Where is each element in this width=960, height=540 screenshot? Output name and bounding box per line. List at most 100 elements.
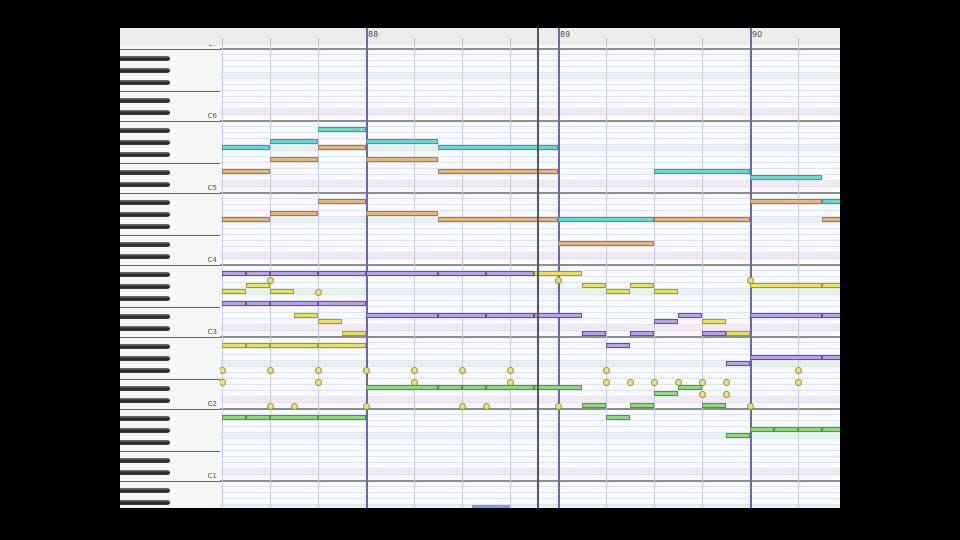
black-key[interactable] — [120, 97, 170, 103]
note-yellow[interactable] — [654, 289, 678, 294]
black-key[interactable] — [120, 253, 170, 259]
note-yellow[interactable] — [726, 331, 750, 336]
note-purple[interactable] — [606, 343, 630, 348]
note-marker[interactable] — [315, 288, 322, 296]
note-orange[interactable] — [222, 169, 270, 174]
note-purple[interactable] — [366, 313, 438, 318]
note-purple[interactable] — [630, 331, 654, 336]
note-marker[interactable] — [795, 378, 802, 386]
note-orange[interactable] — [558, 241, 654, 246]
note-yellow[interactable] — [582, 283, 606, 288]
note-cyan[interactable] — [438, 145, 558, 150]
note-yellow[interactable] — [318, 343, 366, 348]
black-key[interactable] — [120, 181, 170, 187]
note-marker[interactable] — [747, 276, 754, 284]
black-key[interactable] — [120, 355, 170, 361]
playback-cursor[interactable] — [537, 28, 539, 508]
note-orange[interactable] — [438, 169, 558, 174]
black-key[interactable] — [120, 223, 170, 229]
note-purple[interactable] — [366, 271, 438, 276]
note-purple[interactable] — [486, 271, 534, 276]
note-yellow[interactable] — [222, 343, 246, 348]
note-yellow[interactable] — [294, 313, 318, 318]
note-orange[interactable] — [750, 199, 822, 204]
note-marker[interactable] — [723, 390, 730, 398]
note-purple[interactable] — [822, 313, 840, 318]
note-yellow[interactable] — [246, 283, 270, 288]
note-marker[interactable] — [220, 366, 226, 374]
note-orange[interactable] — [318, 199, 366, 204]
note-yellow[interactable] — [342, 331, 366, 336]
black-key[interactable] — [120, 427, 170, 433]
note-cyan[interactable] — [654, 169, 750, 174]
note-yellow[interactable] — [750, 283, 822, 288]
note-purple[interactable] — [702, 331, 726, 336]
note-purple[interactable] — [582, 331, 606, 336]
note-marker[interactable] — [747, 402, 754, 410]
note-purple[interactable] — [654, 319, 678, 324]
note-cyan[interactable] — [318, 127, 366, 132]
note-cyan[interactable] — [270, 139, 318, 144]
note-green[interactable] — [678, 385, 702, 390]
note-yellow[interactable] — [606, 289, 630, 294]
note-green[interactable] — [582, 403, 606, 408]
note-marker[interactable] — [267, 402, 274, 410]
note-purple[interactable] — [750, 313, 822, 318]
note-purple[interactable] — [438, 313, 486, 318]
note-green[interactable] — [486, 385, 534, 390]
note-purple[interactable] — [438, 271, 486, 276]
note-green[interactable] — [366, 385, 438, 390]
note-marker[interactable] — [363, 402, 370, 410]
note-marker[interactable] — [291, 402, 298, 410]
note-marker[interactable] — [459, 366, 466, 374]
black-key[interactable] — [120, 283, 170, 289]
note-yellow[interactable] — [822, 283, 840, 288]
note-cyan[interactable] — [558, 217, 654, 222]
note-purple[interactable] — [318, 271, 366, 276]
note-marker[interactable] — [603, 366, 610, 374]
note-green[interactable] — [774, 427, 798, 432]
note-cyan[interactable] — [222, 145, 270, 150]
note-cyan[interactable] — [822, 199, 840, 204]
note-marker[interactable] — [267, 366, 274, 374]
note-marker[interactable] — [315, 378, 322, 386]
note-green[interactable] — [630, 403, 654, 408]
black-key[interactable] — [120, 343, 170, 349]
black-key[interactable] — [120, 457, 170, 463]
note-marker[interactable] — [459, 402, 466, 410]
black-key[interactable] — [120, 415, 170, 421]
black-key[interactable] — [120, 199, 170, 205]
black-key[interactable] — [120, 55, 170, 61]
note-purple[interactable] — [222, 301, 246, 306]
note-marker[interactable] — [483, 402, 490, 410]
note-purple[interactable] — [750, 355, 822, 360]
note-green[interactable] — [462, 385, 486, 390]
note-orange[interactable] — [438, 217, 558, 222]
note-orange[interactable] — [822, 217, 840, 222]
note-marker[interactable] — [675, 378, 682, 386]
note-orange[interactable] — [270, 211, 318, 216]
note-marker[interactable] — [699, 390, 706, 398]
note-purple[interactable] — [222, 271, 246, 276]
note-orange[interactable] — [222, 217, 270, 222]
note-purple[interactable] — [822, 355, 840, 360]
black-key[interactable] — [120, 295, 170, 301]
black-key[interactable] — [120, 313, 170, 319]
note-marker[interactable] — [507, 366, 514, 374]
note-purple[interactable] — [678, 313, 702, 318]
black-key[interactable] — [120, 487, 170, 493]
note-yellow[interactable] — [318, 319, 342, 324]
note-yellow[interactable] — [270, 343, 318, 348]
note-purple[interactable] — [246, 271, 270, 276]
black-key[interactable] — [120, 397, 170, 403]
note-green[interactable] — [654, 391, 678, 396]
note-yellow[interactable] — [702, 319, 726, 324]
note-yellow[interactable] — [270, 289, 294, 294]
note-purple[interactable] — [270, 271, 318, 276]
note-purple[interactable] — [726, 361, 750, 366]
note-marker[interactable] — [220, 378, 226, 386]
note-marker[interactable] — [507, 378, 514, 386]
note-green[interactable] — [222, 415, 246, 420]
black-key[interactable] — [120, 127, 170, 133]
note-cyan[interactable] — [750, 175, 822, 180]
